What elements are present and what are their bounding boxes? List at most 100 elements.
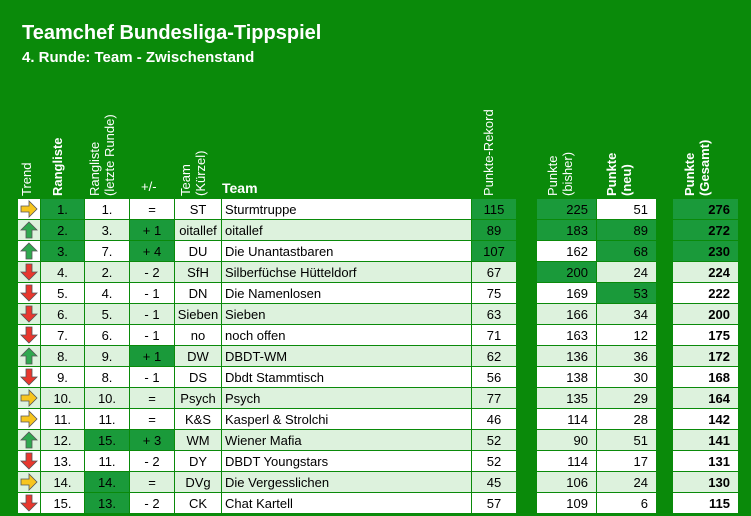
rank-cell: 11. [40, 408, 85, 430]
spacer-cell [656, 324, 673, 346]
team-name-cell: DBDT Youngstars [221, 450, 472, 472]
trend-up-icon [20, 347, 38, 365]
team-name-cell: Sturmtruppe [221, 198, 472, 220]
spacer-cell [516, 471, 537, 493]
trend-down-icon [20, 326, 38, 344]
record-cell: 71 [471, 324, 517, 346]
spacer-cell [516, 366, 537, 388]
header-neu-line1: Punkte [604, 152, 619, 196]
last-rank-cell: 3. [84, 219, 130, 241]
spacer-cell [516, 345, 537, 367]
points-bisher-cell: 163 [536, 324, 597, 346]
last-rank-cell: 9. [84, 345, 130, 367]
spacer-cell [516, 450, 537, 472]
page-subtitle: 4. Runde: Team - Zwischenstand [22, 49, 255, 66]
points-bisher-cell: 135 [536, 387, 597, 409]
spacer-cell [656, 345, 673, 367]
trend-same-icon [20, 200, 38, 218]
points-neu-cell: 89 [596, 219, 657, 241]
points-total-cell: 272 [672, 219, 739, 241]
header-gesamt-line2: (Gesamt) [697, 139, 712, 196]
trend-up-icon [20, 242, 38, 260]
trend-cell [17, 429, 41, 451]
diff-cell: = [129, 198, 175, 220]
points-bisher-cell: 106 [536, 471, 597, 493]
spacer-cell [516, 387, 537, 409]
spacer-cell [656, 240, 673, 262]
trend-down-icon [20, 284, 38, 302]
table-row: 9. 8. - 1 DS Dbdt Stammtisch 56 138 30 168 [17, 366, 739, 388]
spacer-cell [656, 408, 673, 430]
points-total-cell: 222 [672, 282, 739, 304]
diff-cell: - 1 [129, 303, 175, 325]
trend-cell [17, 282, 41, 304]
trend-cell [17, 492, 41, 514]
points-neu-cell: 30 [596, 366, 657, 388]
spacer-cell [516, 408, 537, 430]
header-team: Team [222, 180, 258, 196]
header-trend: Trend [19, 162, 34, 196]
last-rank-cell: 11. [84, 450, 130, 472]
rank-cell: 4. [40, 261, 85, 283]
header-plusminus: +/- [141, 179, 157, 194]
points-bisher-cell: 136 [536, 345, 597, 367]
standings-table: 1. 1. = ST Sturmtruppe 115 225 51 276 2. 3. + 1 oita… [17, 198, 739, 514]
spacer-cell [516, 198, 537, 220]
spacer-cell [516, 429, 537, 451]
header-bisher-line1: Punkte [545, 155, 560, 196]
team-name-cell: Die Vergesslichen [221, 471, 472, 493]
points-neu-cell: 36 [596, 345, 657, 367]
rank-cell: 15. [40, 492, 85, 514]
trend-down-icon [20, 368, 38, 386]
last-rank-cell: 5. [84, 303, 130, 325]
team-name-cell: Psych [221, 387, 472, 409]
points-bisher-cell: 162 [536, 240, 597, 262]
team-name-cell: oitallef [221, 219, 472, 241]
table-row: 15. 13. - 2 CK Chat Kartell 57 109 6 115 [17, 492, 739, 514]
table-row: 14. 14. = DVg Die Vergesslichen 45 106 24 130 [17, 471, 739, 493]
spacer-cell [516, 324, 537, 346]
points-neu-cell: 51 [596, 198, 657, 220]
points-neu-cell: 34 [596, 303, 657, 325]
points-total-cell: 175 [672, 324, 739, 346]
points-neu-cell: 12 [596, 324, 657, 346]
rank-cell: 7. [40, 324, 85, 346]
record-cell: 63 [471, 303, 517, 325]
trend-cell [17, 324, 41, 346]
record-cell: 46 [471, 408, 517, 430]
spacer-cell [656, 450, 673, 472]
header-team-kurz: Team (Kürzel) [178, 150, 208, 196]
points-bisher-cell: 169 [536, 282, 597, 304]
points-total-cell: 200 [672, 303, 739, 325]
team-name-cell: Die Namenlosen [221, 282, 472, 304]
points-bisher-cell: 225 [536, 198, 597, 220]
trend-cell [17, 471, 41, 493]
table-row: 4. 2. - 2 SfH Silberfüchse Hütteldorf 67 200 24… [17, 261, 739, 283]
points-neu-cell: 51 [596, 429, 657, 451]
spacer-cell [656, 282, 673, 304]
diff-cell: - 1 [129, 366, 175, 388]
spacer-cell [656, 261, 673, 283]
points-total-cell: 172 [672, 345, 739, 367]
spacer-cell [656, 198, 673, 220]
points-bisher-cell: 166 [536, 303, 597, 325]
abbr-cell: WM [174, 429, 222, 451]
points-neu-cell: 6 [596, 492, 657, 514]
rank-cell: 8. [40, 345, 85, 367]
header-rangliste-letzte-line1: Rangliste [87, 141, 102, 196]
trend-up-icon [20, 221, 38, 239]
team-name-cell: Sieben [221, 303, 472, 325]
team-name-cell: Wiener Mafia [221, 429, 472, 451]
trend-cell [17, 387, 41, 409]
points-bisher-cell: 114 [536, 450, 597, 472]
abbr-cell: K&S [174, 408, 222, 430]
trend-cell [17, 345, 41, 367]
record-cell: 45 [471, 471, 517, 493]
spacer-cell [516, 261, 537, 283]
spacer-cell [516, 240, 537, 262]
record-cell: 62 [471, 345, 517, 367]
abbr-cell: CK [174, 492, 222, 514]
rank-cell: 9. [40, 366, 85, 388]
spacer-cell [656, 303, 673, 325]
